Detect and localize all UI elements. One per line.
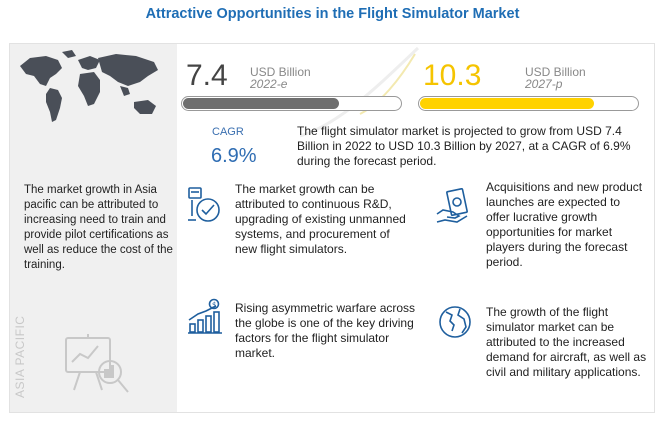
svg-text:$: $ bbox=[212, 301, 216, 309]
market-summary: The flight simulator market is projected… bbox=[297, 124, 631, 168]
unit-2022: USD Billion bbox=[250, 65, 311, 79]
feature-acquisitions-text: Acquisitions and new product launches ar… bbox=[486, 180, 643, 269]
page-title: Attractive Opportunities in the Flight S… bbox=[145, 6, 520, 22]
world-map-icon bbox=[20, 50, 158, 122]
bar-2027-track bbox=[418, 96, 639, 111]
money-hand-icon bbox=[436, 188, 468, 223]
feature-demand-text: The growth of the flight simulator marke… bbox=[486, 305, 647, 379]
bar-2022-fill bbox=[183, 98, 339, 109]
year-2027: 2027-p bbox=[525, 77, 563, 91]
unit-2027: USD Billion bbox=[525, 65, 586, 79]
growth-chart-icon: $ bbox=[188, 298, 222, 334]
cagr-label: CAGR bbox=[212, 126, 244, 138]
feature-rnd-text: The market growth can be attributed to c… bbox=[235, 182, 406, 256]
cagr-value: 6.9% bbox=[211, 145, 257, 167]
region-label: ASIA PACIFIC bbox=[13, 315, 33, 398]
value-2027: 10.3 bbox=[423, 59, 482, 92]
bar-2027-fill bbox=[420, 98, 594, 109]
region-description: The market growth in Asia pacific can be… bbox=[24, 184, 173, 271]
region-label-text: ASIA PACIFIC bbox=[13, 315, 27, 398]
globe-icon bbox=[439, 306, 471, 338]
feature-warfare-text: Rising asymmetric warfare across the glo… bbox=[235, 301, 416, 360]
bar-2022-track bbox=[181, 96, 402, 111]
rnd-icon bbox=[188, 187, 220, 222]
value-2022: 7.4 bbox=[186, 59, 228, 92]
analysis-board-icon bbox=[65, 334, 129, 393]
year-2022: 2022-e bbox=[250, 77, 288, 91]
